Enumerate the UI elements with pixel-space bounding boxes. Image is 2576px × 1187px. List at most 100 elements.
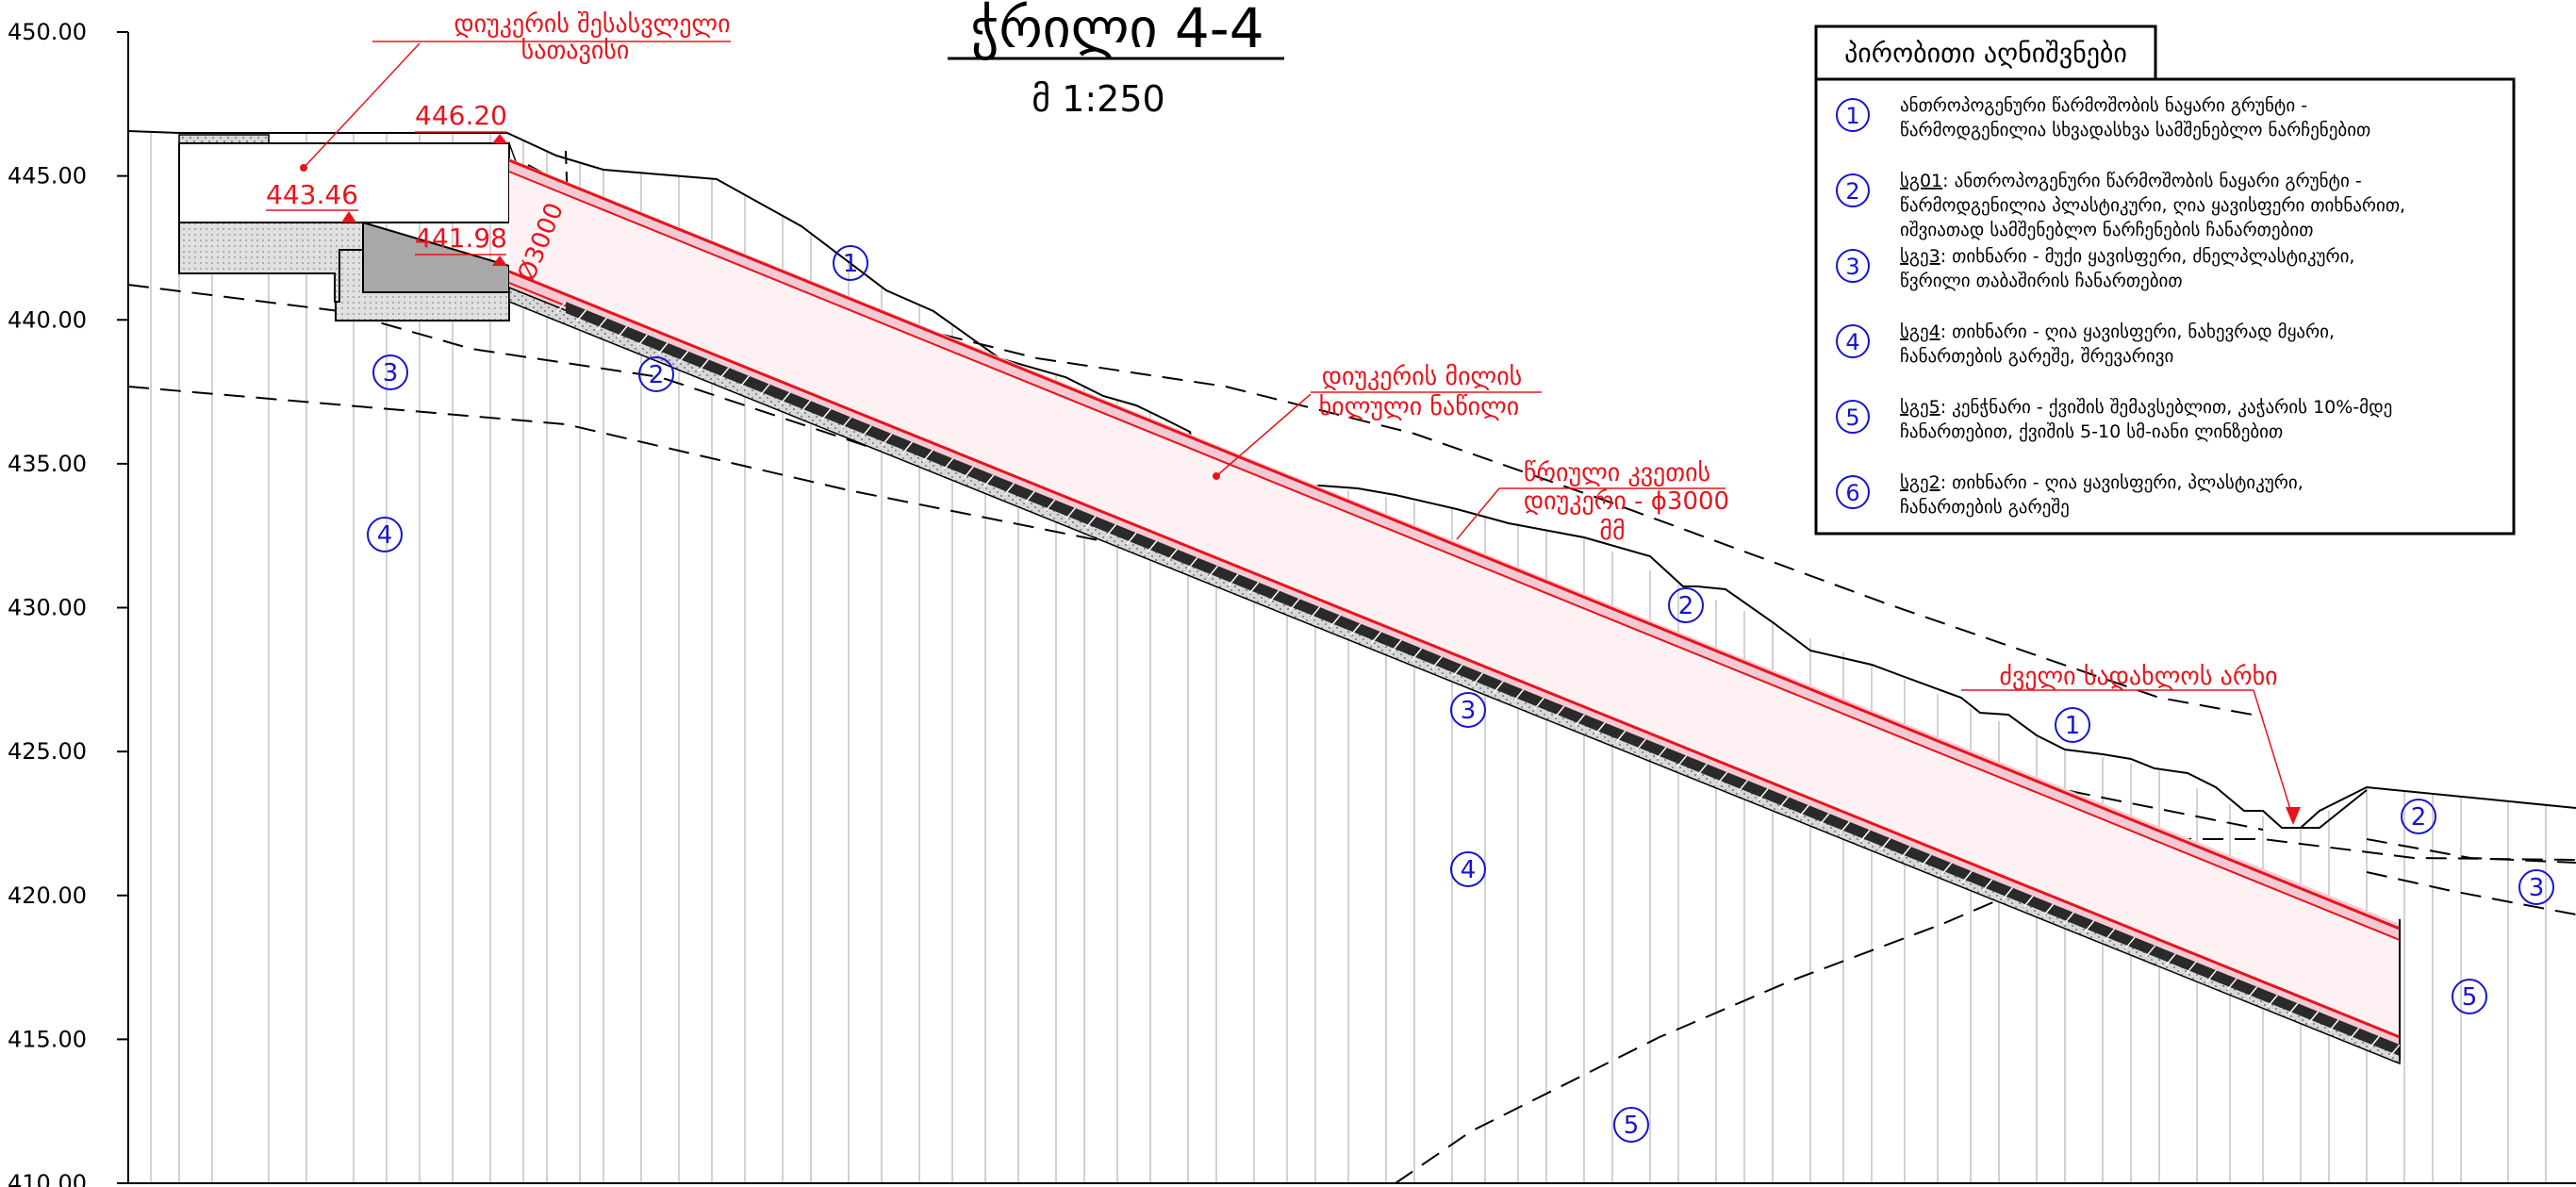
foundation-hatch bbox=[1859, 829, 1871, 842]
foundation-hatch bbox=[2226, 978, 2237, 991]
foundation-hatch bbox=[2124, 936, 2136, 949]
foundation-hatch bbox=[2104, 928, 2116, 941]
foundation-hatch bbox=[1147, 540, 1158, 553]
legend-item-text: წარმოდგენილია სხვადასხვა სამშენებლო ნარჩ… bbox=[1900, 120, 2370, 140]
visible-pipe-label-2: ხილული ნაწილი bbox=[1319, 393, 1520, 421]
legend-item-marker bbox=[1836, 475, 1870, 509]
foundation-hatch bbox=[922, 450, 933, 463]
boundary-2-3-right bbox=[2366, 838, 2576, 864]
round-section-label-1: წრიული კვეთის bbox=[1524, 459, 1710, 487]
round-section-label-3: მმ bbox=[1599, 518, 1625, 546]
foundation-hatch bbox=[1187, 556, 1198, 569]
legend-item-number: 6 bbox=[1845, 480, 1859, 506]
foundation-hatch bbox=[1798, 804, 1809, 817]
foundation-hatch bbox=[840, 417, 852, 430]
ground-surface-right bbox=[2282, 789, 2368, 829]
legend-items: 1 ანთროპოგენური წარმოშობის ნაყარი გრუნტი … bbox=[1836, 95, 2405, 518]
foundation-hatch bbox=[943, 457, 954, 470]
legend-item-marker bbox=[1836, 173, 1870, 207]
legend-item-text: ჩანართების გარეშე bbox=[1900, 497, 2070, 518]
old-canal-label: ძველი სადახლოს არხი bbox=[1999, 663, 2277, 691]
y-tick-label: 435.00 bbox=[8, 451, 87, 477]
pipe-top-line bbox=[508, 158, 2401, 931]
layer-marker-circle bbox=[1613, 1107, 1649, 1143]
foundation-hatch bbox=[1554, 705, 1565, 718]
foundation-hatch bbox=[2165, 953, 2176, 966]
foundation-hatch bbox=[2328, 1019, 2339, 1032]
foundation-hatch bbox=[1737, 780, 1749, 793]
foundation-hatch bbox=[2247, 986, 2258, 999]
foundation-hatch bbox=[1635, 738, 1646, 751]
layer-marker-number: 2 bbox=[1678, 592, 1694, 620]
foundation-hatch bbox=[1431, 656, 1443, 668]
visible-pipe-leader bbox=[1215, 393, 1312, 477]
title-text: ჭრილი 4-4 bbox=[970, 0, 1263, 60]
layer-marker-circle bbox=[2452, 979, 2487, 1014]
foundation-hatch bbox=[2349, 1028, 2360, 1040]
y-tick-label: 430.00 bbox=[8, 595, 87, 621]
foundation-hatch bbox=[800, 400, 811, 413]
legend-item-marker bbox=[1836, 98, 1870, 132]
foundation-hatch bbox=[1207, 565, 1219, 578]
foundation-hatch bbox=[901, 441, 913, 454]
layer-marker-number: 3 bbox=[2529, 874, 2545, 902]
legend-item-text: ანთროპოგენური წარმოშობის ნაყარი გრუნტი - bbox=[1900, 95, 2307, 116]
elev-inlet: 443.46 bbox=[266, 179, 358, 210]
foundation-hatch bbox=[2043, 903, 2055, 916]
foundation-hatch bbox=[1758, 788, 1769, 801]
foundation-hatch bbox=[1045, 499, 1056, 512]
foundation-hatch bbox=[2369, 1035, 2380, 1048]
boundary-3-right-lower bbox=[2366, 871, 2576, 915]
foundation-hatch bbox=[1472, 672, 1484, 685]
foundation-hatch bbox=[2063, 912, 2074, 925]
foundation-hatch bbox=[1594, 722, 1606, 735]
foundation-hatch bbox=[2389, 1044, 2401, 1057]
foundation-hatch bbox=[2186, 961, 2197, 974]
layer-marker-number: 1 bbox=[843, 250, 859, 278]
legend-item-text: იშვიათად სამშენებლო ნარჩენების ჩანართები… bbox=[1900, 220, 2313, 240]
foundation-hatch bbox=[1676, 755, 1688, 768]
headworks-structure bbox=[178, 134, 571, 321]
legend-item-number: 3 bbox=[1845, 254, 1859, 280]
legend-item-text: სგ01: ანთროპოგენური წარმოშობის ნაყარი გრ… bbox=[1900, 171, 2362, 191]
layer-marker-circle bbox=[2401, 799, 2436, 834]
elev-top-arrow bbox=[492, 134, 507, 143]
legend-title-box bbox=[1814, 25, 2157, 81]
foundation-hatch bbox=[1329, 615, 1341, 628]
headworks-label-2: სათავისი bbox=[521, 37, 630, 65]
foundation-hatch bbox=[576, 309, 587, 322]
boundary-1-2 bbox=[527, 164, 2264, 717]
layer-marker-circle bbox=[833, 245, 868, 281]
headworks-wall bbox=[178, 142, 510, 223]
layer-marker-number: 3 bbox=[383, 359, 399, 387]
foundation-hatch bbox=[636, 334, 649, 347]
foundation-hatch bbox=[1961, 870, 1973, 883]
layer-marker-number: 3 bbox=[1461, 697, 1477, 725]
legend-item-number: 4 bbox=[1845, 329, 1859, 355]
round-section-leader bbox=[1456, 487, 1500, 540]
foundation-hatch bbox=[1982, 879, 1993, 892]
old-canal-leader bbox=[2253, 689, 2294, 819]
foundation-hatch bbox=[2307, 1011, 2320, 1024]
foundation-hatch bbox=[820, 408, 832, 421]
inlet-slab bbox=[335, 249, 510, 321]
legend-item-number: 1 bbox=[1845, 103, 1859, 129]
foundation-hatch bbox=[1412, 648, 1423, 661]
legend-item-text: სგე2: თიხნარი - ღია ყავისფერი, პლასტიკურ… bbox=[1900, 472, 2304, 493]
visible-pipe-label-1: დიუკერის მილის bbox=[1322, 363, 1523, 391]
foundation-hatch bbox=[2145, 945, 2156, 958]
foundation-hatch bbox=[2023, 895, 2034, 908]
foundation-hatch bbox=[1350, 622, 1362, 635]
layer-marker-circle bbox=[638, 356, 674, 392]
y-tick-label: 445.00 bbox=[8, 163, 87, 190]
legend-item-marker bbox=[1836, 324, 1870, 358]
foundation-hatch bbox=[1778, 796, 1790, 809]
legend-title: პირობითი აღნიშვნები bbox=[1844, 38, 2127, 69]
foundation-hatch bbox=[1696, 763, 1708, 776]
foundation-hatch bbox=[882, 433, 893, 446]
foundation-hatch bbox=[1248, 582, 1260, 595]
foundation-hatch bbox=[657, 342, 669, 355]
foundation-hatch bbox=[1065, 507, 1076, 520]
ground-surface-line bbox=[127, 130, 2576, 829]
